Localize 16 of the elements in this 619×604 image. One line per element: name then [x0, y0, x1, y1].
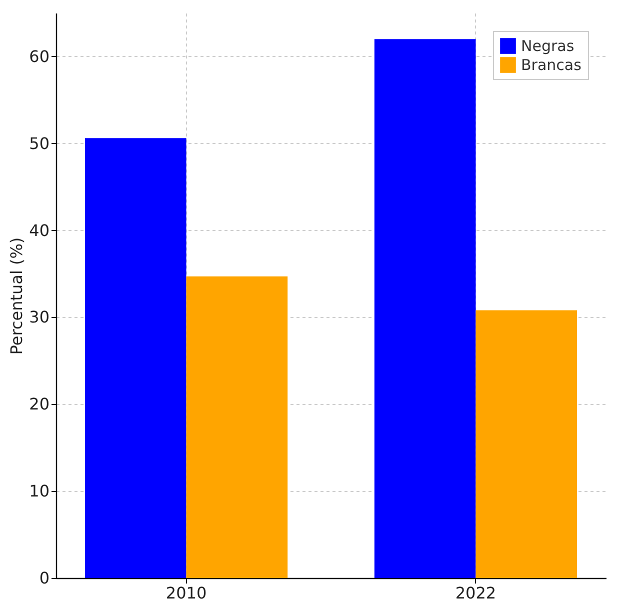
bar [374, 39, 476, 578]
y-axis-title: Percentual (%) [7, 237, 26, 355]
y-tick-label: 0 [39, 568, 50, 588]
y-tick-label: 30 [29, 308, 50, 327]
legend-label: Negras [521, 37, 574, 55]
y-tick-label: 60 [29, 46, 50, 66]
legend-label: Brancas [521, 56, 582, 74]
x-tick-label: 2022 [455, 584, 496, 602]
x-tick-label: 2010 [166, 584, 207, 602]
y-tick-label: 40 [29, 220, 50, 240]
bar [84, 138, 186, 578]
bar [186, 276, 288, 578]
y-tick-label: 50 [29, 134, 50, 153]
bar [476, 310, 578, 578]
y-tick-label: 10 [29, 482, 50, 501]
y-tick-label: 20 [29, 394, 50, 414]
